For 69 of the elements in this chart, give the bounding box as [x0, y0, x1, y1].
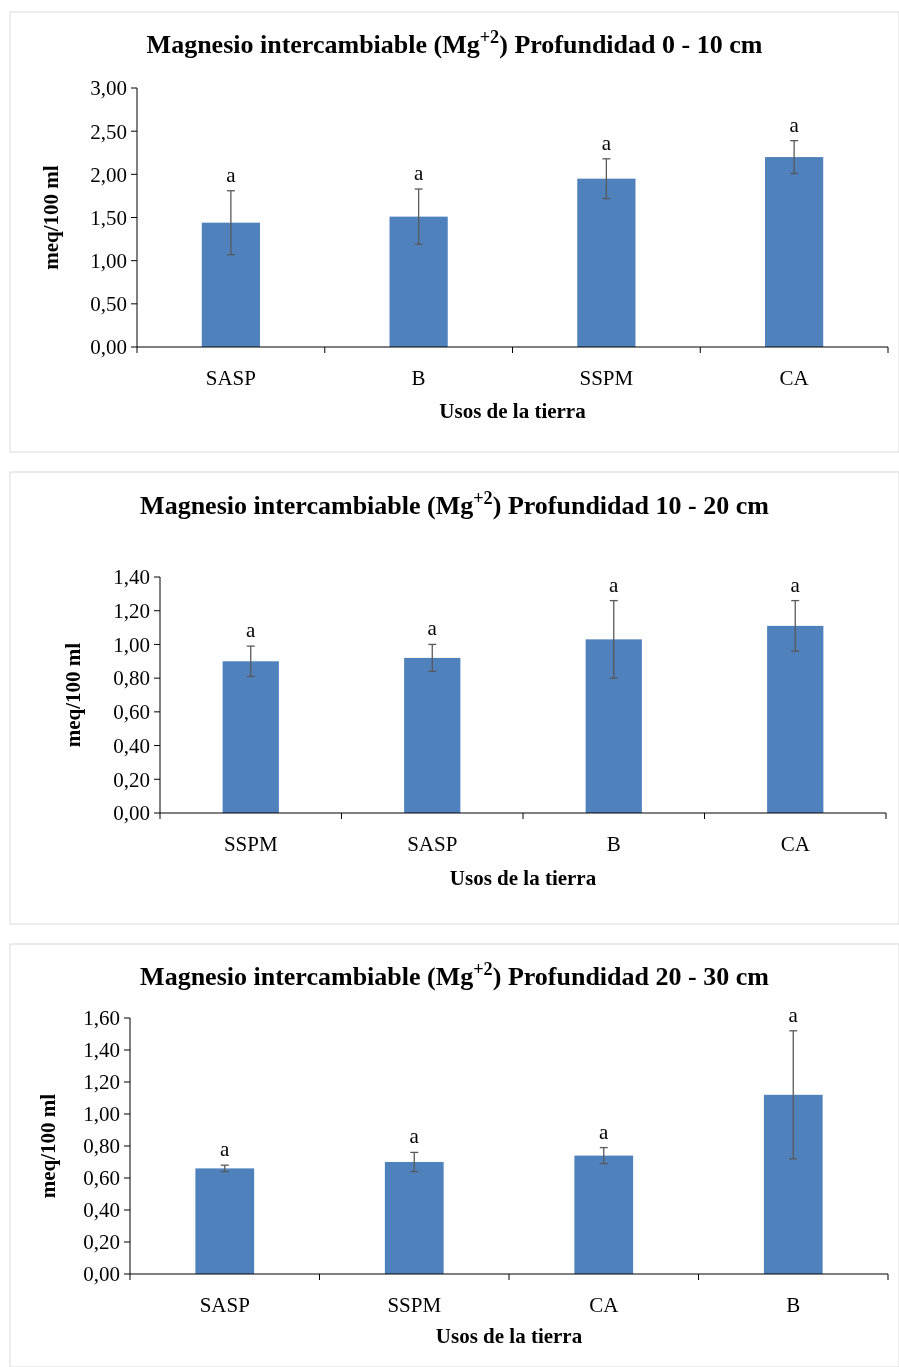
x-axis-title: Usos de la tierra [449, 866, 597, 890]
x-tick-label: SASP [199, 1293, 250, 1317]
y-tick-label: 1,20 [83, 1070, 120, 1095]
x-tick-label: CA [779, 366, 810, 390]
annotation: a [789, 112, 800, 137]
x-tick-label: SSPM [223, 832, 278, 856]
y-tick-label: 1,00 [90, 249, 127, 274]
annotation: a [609, 572, 620, 597]
annotation: a [599, 1119, 610, 1144]
bar [404, 657, 461, 813]
bar [585, 639, 642, 813]
y-tick-label: 0,40 [83, 1198, 120, 1223]
chart-title: Magnesio intercambiable (Mg$^{+2}$) Profundidad 0 - 10 cm [146, 27, 763, 59]
y-tick-label: 0,00 [83, 1262, 120, 1287]
y-axis-title: meq/100 ml [36, 1093, 60, 1199]
y-tick-label: 0,50 [90, 292, 127, 317]
annotation: a [788, 1002, 799, 1027]
bar [765, 157, 824, 347]
y-tick-label: 0,60 [83, 1166, 120, 1191]
bar [763, 1094, 823, 1274]
x-tick-label: B [606, 832, 621, 856]
y-tick-label: 0,00 [90, 335, 127, 360]
x-tick-label: SASP [407, 832, 458, 856]
bar [222, 661, 279, 813]
annotation: a [246, 618, 257, 643]
y-tick-label: 0,60 [113, 700, 150, 725]
x-tick-label: CA [589, 1293, 620, 1317]
y-tick-label: 0,00 [113, 801, 150, 826]
y-tick-label: 1,40 [83, 1038, 120, 1063]
y-tick-label: 2,50 [90, 119, 127, 144]
y-tick-label: 1,60 [83, 1006, 120, 1031]
annotation: a [409, 1124, 420, 1149]
x-tick-label: B [411, 366, 426, 390]
x-tick-label: SSPM [579, 366, 634, 390]
y-tick-label: 0,20 [113, 767, 150, 792]
annotation: a [226, 162, 237, 187]
x-tick-label: CA [780, 832, 811, 856]
annotation: a [601, 130, 612, 155]
annotation: a [413, 161, 424, 186]
x-tick-label: SSPM [387, 1293, 442, 1317]
bar [195, 1168, 255, 1274]
chart-title: Magnesio intercambiable (Mg$^{+2}$) Profundidad 10 - 20 cm [140, 488, 770, 520]
x-tick-label: B [786, 1293, 801, 1317]
annotation: a [427, 616, 438, 641]
y-tick-label: 1,50 [90, 205, 127, 230]
bar [389, 216, 448, 347]
y-tick-label: 1,00 [113, 632, 150, 657]
y-axis-title: meq/100 ml [61, 642, 85, 748]
annotation: a [790, 572, 801, 597]
y-axis-title: meq/100 ml [39, 165, 63, 270]
y-tick-label: 1,00 [83, 1102, 120, 1127]
bar [577, 178, 636, 347]
x-tick-label: SASP [205, 366, 256, 390]
bar [384, 1162, 444, 1274]
chart-title: Magnesio intercambiable (Mg$^{+2}$) Profundidad 20 - 30 cm [140, 959, 770, 991]
y-tick-label: 0,20 [83, 1230, 120, 1255]
y-tick-label: 0,40 [113, 733, 150, 758]
y-tick-label: 0,80 [113, 666, 150, 691]
y-tick-label: 1,40 [113, 565, 150, 590]
y-tick-label: 2,00 [90, 162, 127, 187]
y-tick-label: 1,20 [113, 599, 150, 624]
bar [767, 625, 824, 813]
x-axis-title: Usos de la tierra [435, 1324, 583, 1348]
annotation: a [220, 1137, 231, 1162]
bar [201, 222, 260, 347]
bar [574, 1155, 634, 1274]
y-tick-label: 0,80 [83, 1134, 120, 1159]
y-tick-label: 3,00 [90, 76, 127, 101]
x-axis-title: Usos de la tierra [439, 399, 587, 423]
